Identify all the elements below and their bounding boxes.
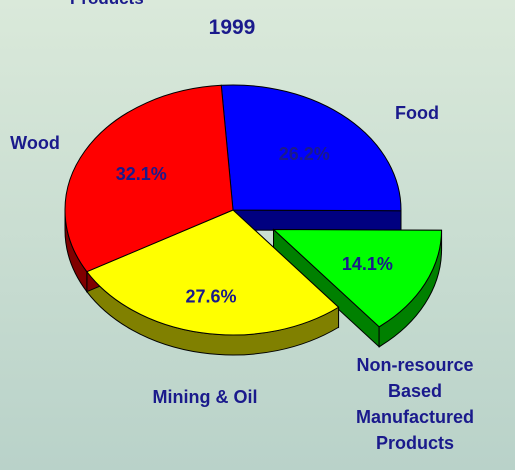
slice [64, 84, 234, 273]
category-label: Food [395, 103, 439, 123]
category-label: Non-resource Based Manufactured Products [355, 355, 474, 453]
data-label: 14.1% [342, 254, 393, 274]
data-label: 26.2% [279, 144, 330, 164]
chart-title: 1999 [209, 16, 256, 39]
slice-side [232, 209, 402, 232]
data-label: 27.6% [186, 287, 237, 307]
slice [86, 209, 340, 336]
category-label: Mining & Oil [152, 387, 258, 407]
slice [272, 229, 443, 328]
category-label: Wood [10, 133, 60, 153]
pie-tops [64, 84, 443, 336]
data-label: 32.1% [116, 164, 167, 184]
annotation: Products [70, 0, 144, 8]
slice [220, 84, 402, 212]
